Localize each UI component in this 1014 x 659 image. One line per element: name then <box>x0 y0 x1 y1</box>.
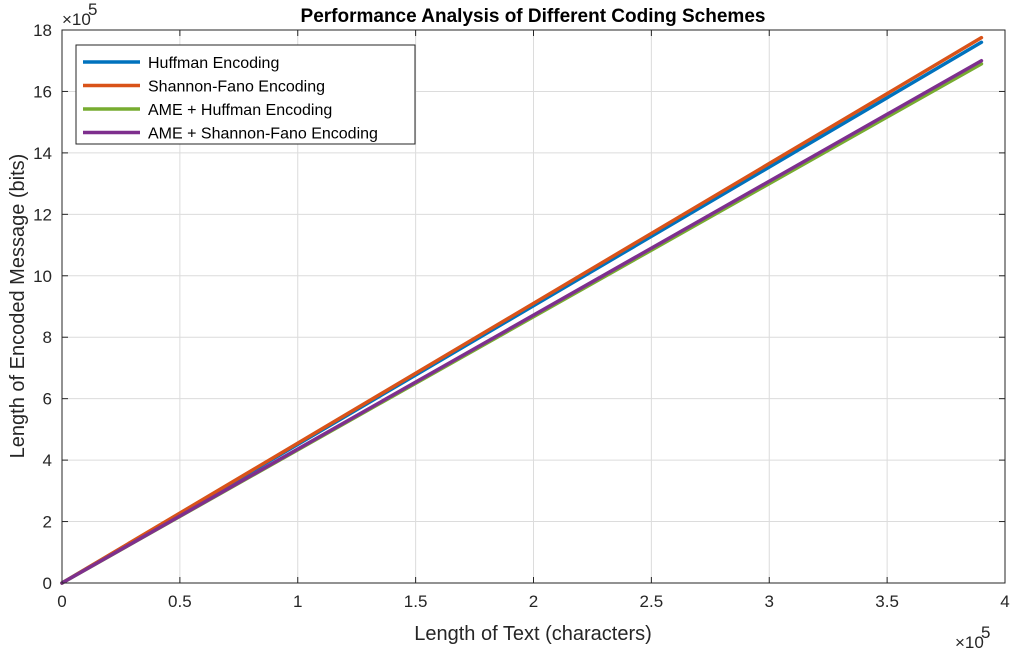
x-axis-label: Length of Text (characters) <box>414 623 652 645</box>
y-tick-label: 0 <box>43 574 52 593</box>
y-multiplier-exponent: 5 <box>88 0 97 19</box>
legend-label-1: Huffman Encoding <box>148 55 279 72</box>
y-tick-label: 6 <box>43 390 52 409</box>
x-tick-label: 0 <box>57 592 66 611</box>
tick-labels: 0 0.5 1 1.5 2 2.5 3 3.5 4 0 2 4 6 8 10 12 14 16 18 <box>33 21 1010 611</box>
legend-label-2: Shannon-Fano Encoding <box>148 79 325 96</box>
y-tick-label: 10 <box>33 267 52 286</box>
legend-label-4: AME + Shannon-Fano Encoding <box>148 126 378 143</box>
y-axis-label: Length of Encoded Message (bits) <box>7 154 29 459</box>
legend: Huffman Encoding Shannon-Fano Encoding AME… <box>75 44 416 145</box>
legend-label-3: AME + Huffman Encoding <box>148 102 332 119</box>
x-tick-label: 2.5 <box>640 592 664 611</box>
y-tick-label: 8 <box>43 328 52 347</box>
y-tick-label: 12 <box>33 205 52 224</box>
x-tick-label: 0.5 <box>168 592 192 611</box>
series-line-2 <box>60 35 984 585</box>
x-tick-label: 1.5 <box>404 592 428 611</box>
x-tick-label: 3.5 <box>875 592 899 611</box>
x-tick-label: 1 <box>293 592 302 611</box>
y-tick-label: 4 <box>43 451 52 470</box>
series-layer <box>60 35 984 585</box>
chart-title: Performance Analysis of Different Coding… <box>301 6 766 27</box>
y-multiplier-base: ×10 <box>62 10 91 29</box>
x-multiplier-exponent: 5 <box>981 623 990 642</box>
x-tick-label: 3 <box>765 592 774 611</box>
x-multiplier: ×10 5 <box>955 623 990 652</box>
y-tick-label: 18 <box>33 21 52 40</box>
x-tick-label: 4 <box>1000 592 1009 611</box>
ticks <box>61 29 1006 584</box>
y-multiplier: ×10 5 <box>62 0 97 29</box>
y-tick-label: 2 <box>43 513 52 532</box>
series-line-4 <box>60 58 984 585</box>
y-tick-label: 14 <box>33 144 52 163</box>
y-tick-label: 16 <box>33 82 52 101</box>
x-tick-label: 2 <box>529 592 538 611</box>
x-multiplier-base: ×10 <box>955 633 984 652</box>
